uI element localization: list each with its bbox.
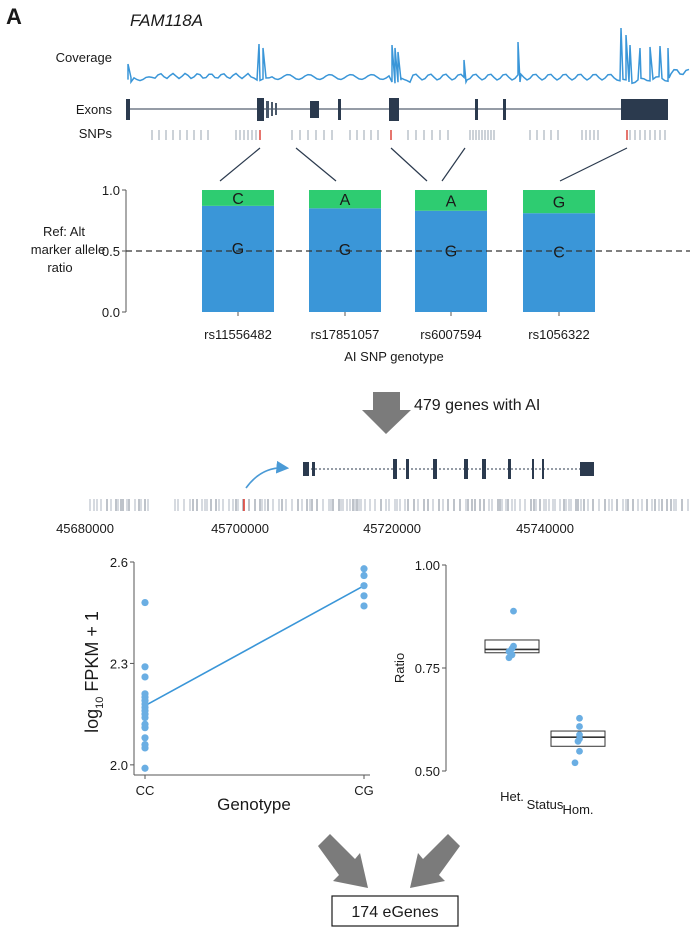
bar-y-label: marker allele (31, 242, 105, 257)
bar-alt-allele-label: G (553, 195, 565, 212)
scatter-y-label: log10 FPKM + 1 (82, 611, 106, 733)
scatter-point (141, 599, 148, 606)
scatter-x-tick-label: CG (354, 783, 374, 798)
bar-y-tick-label: 0.0 (102, 305, 120, 320)
exon-track (126, 98, 668, 121)
scatter-y-tick-label: 2.3 (110, 656, 128, 671)
bar-x-tick-label: rs17851057 (311, 327, 380, 342)
box-x-label: Status (527, 797, 564, 812)
genome-tick-label: 45680000 (56, 521, 114, 536)
bar-ref-allele-label: G (232, 241, 244, 258)
diagonal-arrow-left-icon (318, 834, 368, 888)
coverage-track (128, 28, 689, 83)
bar-ref-rs17851057 (309, 208, 381, 312)
bar-ref-rs1056322 (523, 213, 595, 312)
bar-alt-allele-label: A (340, 192, 351, 209)
genome-tick-label: 45740000 (516, 521, 574, 536)
box-point (576, 715, 583, 722)
box-y-label: Ratio (392, 653, 407, 683)
scatter-trend-line (145, 586, 364, 706)
diagonal-arrow-right-icon (410, 834, 460, 888)
scatter-point (141, 673, 148, 680)
bar-ref-allele-label: C (553, 245, 565, 262)
snps-label: SNPs (79, 126, 113, 141)
exons-label: Exons (76, 102, 113, 117)
scatter-point (141, 663, 148, 670)
box-x-tick-label: Hom. (562, 802, 593, 817)
bar-alt-allele-label: C (232, 191, 244, 208)
bar-ref-allele-label: G (445, 243, 457, 260)
box-point (576, 748, 583, 755)
connector-lines (220, 148, 627, 181)
expression-scatter: 2.0 2.3 2.6 CC CG Genotype log10 FPKM + 1 (82, 555, 374, 814)
down-arrow-icon (362, 392, 411, 434)
panel-label: A (6, 4, 22, 29)
scatter-point (141, 724, 148, 731)
scatter-point (360, 572, 367, 579)
ratio-boxplot: 0.50 0.75 1.00 Het. Hom.Status Ratio (392, 558, 605, 817)
scatter-point (141, 734, 148, 741)
arrow-caption: 479 genes with AI (414, 397, 540, 414)
scatter-point (360, 592, 367, 599)
genome-tick-label: 45720000 (363, 521, 421, 536)
scatter-point (141, 744, 148, 751)
box-point (575, 738, 582, 745)
box-y-tick-label: 0.50 (415, 764, 440, 779)
genome-axis: 45680000 45700000 45720000 45740000 (56, 521, 574, 536)
box-point (506, 654, 513, 661)
merge-arrows (318, 834, 460, 888)
scatter-point (141, 765, 148, 772)
box-x-tick-label: Het. (500, 789, 524, 804)
bar-ref-rs11556482 (202, 206, 274, 312)
coverage-label: Coverage (56, 50, 112, 65)
scatter-y-tick-label: 2.6 (110, 555, 128, 570)
box-point (510, 608, 517, 615)
bar-x-tick-label: rs11556482 (204, 327, 272, 342)
egenes-label: 174 eGenes (351, 904, 438, 921)
bar-x-tick-label: rs1056322 (528, 327, 589, 342)
bar-y-label: Ref: Alt (43, 224, 85, 239)
gene-name: FAM118A (130, 11, 203, 30)
scatter-point (360, 602, 367, 609)
bar-alt-allele-label: A (446, 193, 457, 210)
bar-ref-rs6007594 (415, 211, 487, 312)
bar-x-tick-label: rs6007594 (420, 327, 481, 342)
box-y-tick-label: 0.75 (415, 661, 440, 676)
scatter-y-tick-label: 2.0 (110, 758, 128, 773)
scatter-point (141, 714, 148, 721)
snp-track (152, 130, 665, 140)
bar-y-tick-label: 1.0 (102, 183, 120, 198)
bar-x-label: AI SNP genotype (344, 349, 444, 364)
scatter-x-tick-label: CC (136, 783, 155, 798)
scatter-point (360, 565, 367, 572)
snp-axis-track (90, 499, 688, 511)
gene-model (246, 459, 594, 488)
bar-y-label: ratio (47, 260, 72, 275)
box-point (572, 759, 579, 766)
scatter-x-label: Genotype (217, 795, 291, 814)
box-y-tick-label: 1.00 (415, 558, 440, 573)
genome-tick-label: 45700000 (211, 521, 269, 536)
scatter-point (360, 582, 367, 589)
box-point (576, 723, 583, 730)
